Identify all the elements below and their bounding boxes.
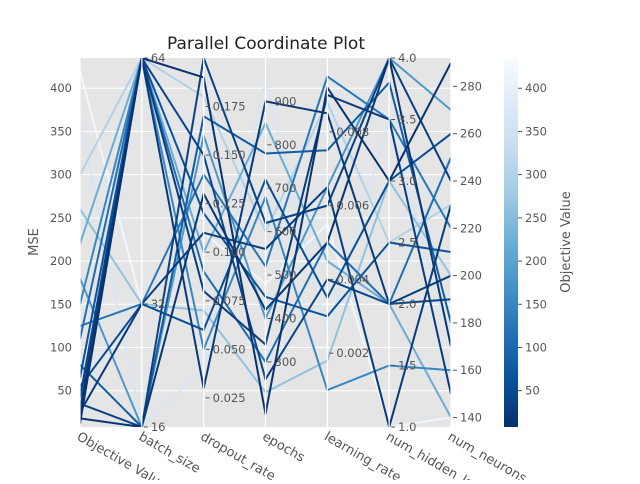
tick-label: 0.002 xyxy=(336,346,369,360)
colorbar-tick-label: 400 xyxy=(525,81,547,95)
tick-label: 220 xyxy=(460,221,482,235)
tick-label: 2.5 xyxy=(398,236,416,250)
tick-label: 1.5 xyxy=(398,359,416,373)
tick-label: 280 xyxy=(460,79,482,93)
tick-label: 300 xyxy=(275,355,297,369)
colorbar-tick-label: 350 xyxy=(525,124,547,138)
tick-label: 500 xyxy=(275,268,297,282)
tick-label: 0.150 xyxy=(213,148,246,162)
tick-label: 400 xyxy=(50,81,72,95)
tick-label: 50 xyxy=(57,384,72,398)
colorbar-tick-label: 100 xyxy=(525,340,547,354)
tick-label: 1.0 xyxy=(398,420,416,434)
tick-label: 600 xyxy=(275,225,297,239)
tick-label: 0.025 xyxy=(213,391,246,405)
colorbar-tick-label: 50 xyxy=(525,384,540,398)
tick-label: 0.008 xyxy=(336,125,369,139)
tick-label: 0.075 xyxy=(213,294,246,308)
tick-label: 3.0 xyxy=(398,174,416,188)
colorbar-gradient xyxy=(504,58,518,427)
tick-label: 2.0 xyxy=(398,297,416,311)
tick-label: 350 xyxy=(50,124,72,138)
tick-label: 140 xyxy=(460,411,482,425)
tick-label: 900 xyxy=(275,94,297,108)
tick-label: 300 xyxy=(50,168,72,182)
tick-label: 3.5 xyxy=(398,113,416,127)
tick-label: 150 xyxy=(50,297,72,311)
tick-label: 200 xyxy=(460,269,482,283)
tick-label: 16 xyxy=(151,420,166,434)
colorbar-tick-label: 250 xyxy=(525,211,547,225)
tick-label: 260 xyxy=(460,127,482,141)
tick-label: 0.050 xyxy=(213,342,246,356)
colorbar-label: Objective Value xyxy=(559,191,574,292)
tick-label: 0.125 xyxy=(213,197,246,211)
tick-label: 0.004 xyxy=(336,272,369,286)
tick-label: 4.0 xyxy=(398,51,416,65)
axis-label-epochs: epochs xyxy=(260,429,308,465)
tick-label: 800 xyxy=(275,138,297,152)
tick-label: 0.006 xyxy=(336,199,369,213)
tick-label: 160 xyxy=(460,363,482,377)
tick-label: 240 xyxy=(460,174,482,188)
tick-label: 250 xyxy=(50,211,72,225)
colorbar-tick-label: 150 xyxy=(525,297,547,311)
tick-label: 400 xyxy=(275,311,297,325)
tick-label: 180 xyxy=(460,316,482,330)
tick-label: 32 xyxy=(151,297,166,311)
tick-label: 0.175 xyxy=(213,100,246,114)
colorbar: 50 100 150 200 250 300 350 400 xyxy=(504,58,547,427)
tick-label: 64 xyxy=(151,51,166,65)
y-axis-label: MSE xyxy=(27,228,42,256)
tick-label: 200 xyxy=(50,254,72,268)
tick-label: 100 xyxy=(50,340,72,354)
colorbar-tick-label: 200 xyxy=(525,254,547,268)
tick-label: 700 xyxy=(275,181,297,195)
chart-title: Parallel Coordinate Plot xyxy=(167,34,365,54)
tick-label: 0.100 xyxy=(213,245,246,259)
colorbar-tick-label: 300 xyxy=(525,168,547,182)
